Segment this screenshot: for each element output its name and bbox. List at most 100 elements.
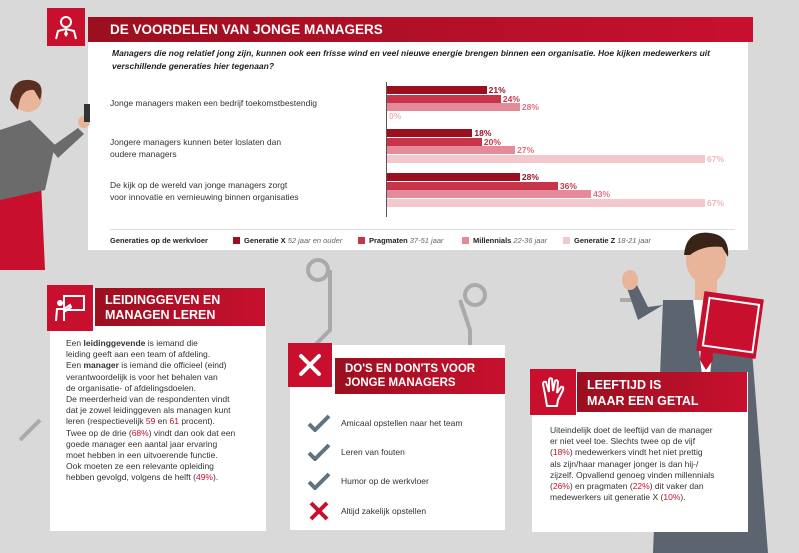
- text: moet hebben in een uitvoerende functie.: [66, 450, 218, 461]
- legend-name: Millennials: [473, 236, 512, 245]
- bar-label: 67%: [707, 197, 725, 208]
- leiding-title-2: MANAGEN LEREN: [105, 308, 216, 322]
- text: zijzelf. Opvallend genoeg vinden millenn…: [550, 469, 715, 480]
- leeftijd-line-3: (18%) medewerkers vindt het niet prettig: [550, 447, 745, 458]
- do-label: Amicaal opstellen naar het team: [341, 418, 463, 428]
- bar-millennials: [387, 103, 520, 111]
- leeftijd-line-6: (26%) en pragmaten (22%) dit vaker dan: [550, 481, 745, 492]
- text: is iemand die officieel (eind): [118, 360, 227, 371]
- text: Twee op de drie (: [66, 427, 132, 438]
- legend-millennials: Millennials 22-36 jaar: [462, 236, 547, 245]
- bar-label: 28%: [521, 102, 539, 112]
- legend-swatch: [462, 237, 469, 244]
- do-label: Humor op de werkvloer: [341, 476, 429, 486]
- leeftijd-text: Uiteindelijk doet de leeftijd van de man…: [550, 425, 745, 503]
- question-3-line1: De kijk op de wereld van jonge managers …: [110, 180, 288, 190]
- text: ).: [680, 492, 686, 503]
- question-3-line2: voor innovatie en vernieuwing binnen org…: [110, 192, 299, 202]
- hand-icon-box: [530, 369, 576, 415]
- dos-banner: DO'S EN DON'TS VOOR JONGE MANAGERS: [335, 358, 505, 394]
- text: als zijn/haar manager jonger is dan hij-…: [550, 458, 699, 469]
- leiding-p3: De meerderheid van de respondenten vindt…: [66, 394, 266, 428]
- bar-generatie-z: [387, 154, 705, 163]
- bar-pragmaten: [387, 137, 482, 146]
- bar-label: 27%: [517, 145, 535, 155]
- text: leren (respectievelijk: [66, 416, 146, 427]
- text: de organisatie- of afdelingsdoelen.: [66, 382, 196, 393]
- woman-illustration: [0, 79, 90, 270]
- legend-name: Generatie Z: [574, 236, 616, 245]
- text: procent).: [178, 416, 215, 427]
- bar-label: 28%: [521, 172, 539, 182]
- dont-item-1: Altijd zakelijk opstellen: [307, 501, 426, 521]
- stat: 10%: [663, 492, 681, 503]
- legend-range: 52 jaar en ouder: [287, 236, 343, 245]
- legend-swatch: [563, 237, 570, 244]
- text: is iemand die: [145, 338, 198, 348]
- legend-swatch: [358, 237, 365, 244]
- page-title: DE VOORDELEN VAN JONGE MANAGERS: [110, 22, 383, 37]
- cross-icon: [299, 354, 321, 376]
- presentation-icon-box: [47, 285, 93, 331]
- text: De meerderheid van de respondenten vindt: [66, 394, 230, 405]
- text: hebben gevolgd, volgens de helft (: [66, 472, 196, 483]
- legend-title: Generaties op de werkvloer: [110, 236, 208, 245]
- text: en: [155, 416, 170, 427]
- stat: 49%: [195, 472, 213, 483]
- leiding-title-1: LEIDINGGEVEN EN: [105, 293, 221, 307]
- stat: 59: [145, 416, 156, 427]
- term-leidinggevende: leidinggevende: [83, 338, 146, 348]
- bar-pragmaten: [387, 94, 501, 103]
- bar-label: 21%: [488, 85, 506, 95]
- text: ) dit vaker dan: [649, 481, 704, 492]
- intro-text: Managers die nog relatief jong zijn, kun…: [112, 48, 710, 71]
- legend-name: Pragmaten: [369, 236, 408, 245]
- bar-label: 67%: [707, 153, 725, 164]
- manager-icon-box: [47, 8, 85, 46]
- bar-generatie-x: [387, 173, 520, 181]
- leiding-p2: Een manager is iemand die officieel (ein…: [66, 360, 266, 394]
- check-icon: [307, 414, 331, 432]
- do-item-1: Amicaal opstellen naar het team: [307, 414, 462, 432]
- legend-range: 18-21 jaar: [617, 236, 652, 245]
- legend-gen-x: Generatie X 52 jaar en ouder: [233, 236, 342, 245]
- bar-label: 24%: [502, 93, 520, 104]
- text: ) vindt dan ook dat een: [148, 427, 236, 438]
- text: Ook moeten ze een relevante opleiding: [66, 461, 214, 472]
- text: ) en pragmaten (: [569, 481, 633, 492]
- stat: 61: [169, 416, 179, 427]
- bar-generatie-x: [387, 86, 487, 94]
- text: er niet veel toe. Slechts twee op de vij…: [550, 436, 696, 447]
- bar-label: 36%: [559, 180, 577, 191]
- presentation-icon: [55, 295, 85, 322]
- dos-title-1: DO'S EN DON'TS VOOR: [345, 363, 476, 375]
- cross-icon: [309, 501, 329, 521]
- top-card: [88, 24, 748, 250]
- text: ) medewerkers vindt het niet prettig: [569, 447, 703, 458]
- leeftijd-title-1: LEEFTIJD IS: [587, 378, 662, 392]
- text: ).: [212, 472, 219, 483]
- cross-icon-box: [288, 343, 332, 387]
- leiding-p1: Een leidinggevende is iemand die leiding …: [66, 338, 266, 360]
- bar-label: 18%: [474, 128, 492, 138]
- stat: 68%: [131, 427, 149, 438]
- leeftijd-title-2: MAAR EEN GETAL: [587, 394, 699, 408]
- question-2-line1: Jongere managers kunnen beter loslaten d…: [110, 137, 282, 147]
- leiding-banner: LEIDINGGEVEN EN MANAGEN LEREN: [95, 288, 265, 326]
- check-icon: [307, 472, 331, 490]
- text: leiding geeft aan een team of afdeling.: [66, 349, 211, 360]
- leiding-p4: Twee op de drie (68%) vindt dan ook dat …: [66, 428, 266, 484]
- term-manager: manager: [83, 360, 119, 371]
- check-icon: [307, 443, 331, 461]
- legend-range: 37-51 jaar: [409, 236, 444, 245]
- question-1: Jonge managers maken een bedrijf toekoms…: [110, 98, 317, 108]
- text: dat je zowel leidinggeven als managen ku…: [66, 405, 231, 416]
- text: Uiteindelijk doet de leeftijd van de man…: [550, 425, 713, 435]
- text: Een: [66, 360, 84, 371]
- chart-axis: [386, 82, 387, 217]
- leeftijd-line-7: medewerkers uit generatie X (10%).: [550, 492, 745, 503]
- bar-millennials: [387, 190, 592, 198]
- text: (: [550, 447, 553, 458]
- legend-range: 22-36 jaar: [513, 236, 548, 245]
- bar-label: 43%: [593, 189, 611, 199]
